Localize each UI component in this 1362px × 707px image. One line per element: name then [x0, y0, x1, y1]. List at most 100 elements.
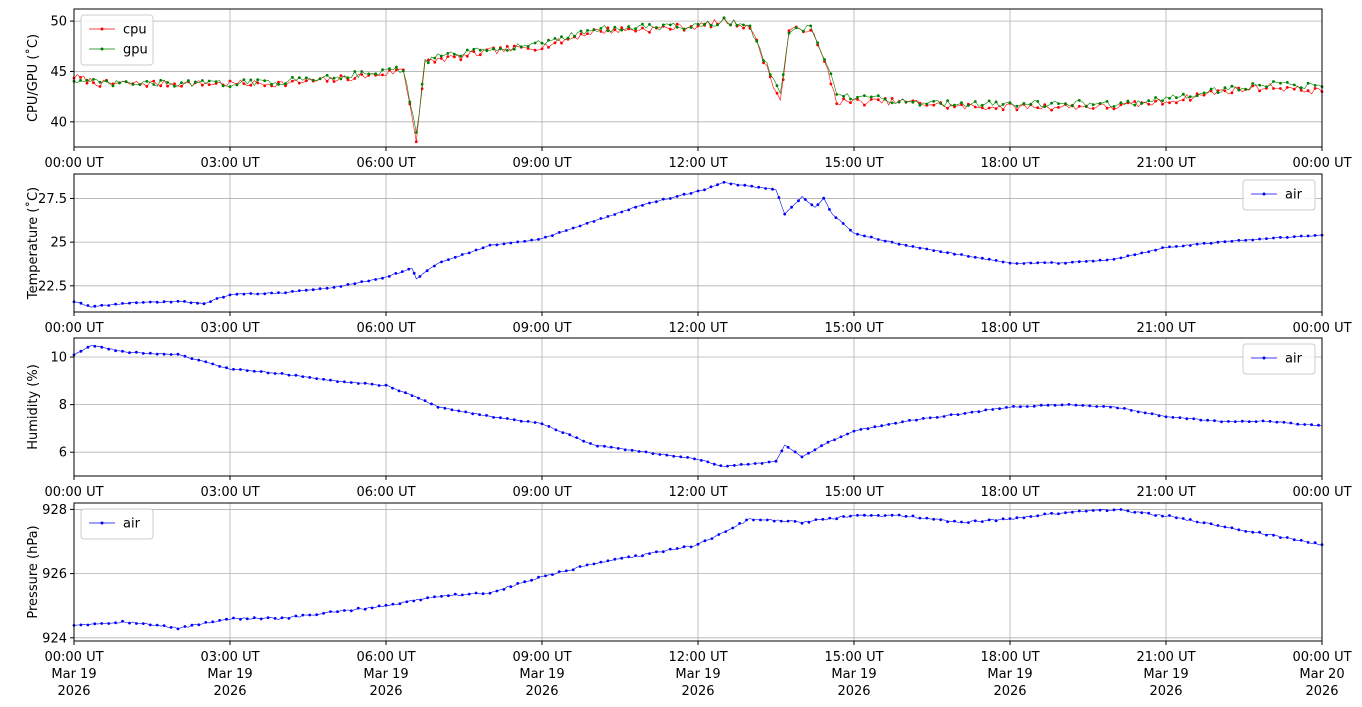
data-point	[1116, 406, 1119, 410]
data-point	[648, 30, 651, 34]
data-point	[1206, 418, 1209, 422]
data-point	[169, 626, 173, 629]
data-point	[675, 547, 679, 550]
data-point	[218, 619, 222, 622]
data-point	[79, 623, 83, 627]
data-point	[1147, 511, 1151, 515]
data-point	[760, 462, 764, 465]
data-point	[1112, 257, 1116, 261]
data-point	[939, 102, 943, 105]
data-point	[918, 516, 922, 520]
data-point	[1168, 96, 1171, 100]
data-point	[946, 251, 949, 255]
data-point	[512, 418, 516, 422]
data-point	[689, 26, 693, 29]
data-point	[472, 47, 476, 51]
data-point	[356, 606, 360, 610]
data-point	[918, 101, 922, 105]
data-point	[121, 349, 124, 353]
data-point	[412, 599, 416, 603]
data-point	[849, 514, 852, 518]
data-point	[395, 65, 398, 69]
x-tick-label: 15:00 UT	[824, 321, 883, 336]
data-point	[228, 79, 232, 83]
data-point	[1247, 420, 1251, 423]
data-point	[925, 102, 929, 106]
data-point	[381, 68, 384, 72]
data-point	[1272, 80, 1275, 83]
data-point	[1168, 101, 1171, 105]
data-point	[162, 300, 166, 304]
data-point	[547, 46, 550, 49]
data-point	[465, 54, 469, 58]
data-point	[318, 287, 322, 291]
data-point	[495, 589, 499, 593]
data-point	[407, 267, 411, 271]
data-point	[1036, 261, 1040, 265]
data-point	[221, 84, 225, 88]
data-point	[883, 239, 887, 243]
data-point	[890, 97, 894, 100]
data-point	[869, 514, 873, 517]
data-point	[606, 559, 610, 563]
data-point	[603, 444, 606, 448]
data-point	[557, 570, 561, 573]
data-point	[544, 574, 547, 578]
data-point	[644, 450, 648, 454]
data-point	[675, 195, 679, 198]
data-point	[180, 84, 183, 88]
data-point	[661, 550, 665, 554]
data-point	[1001, 517, 1005, 521]
data-point	[459, 58, 463, 62]
x-tick-label: 06:00 UT Mar 19 2026	[356, 650, 415, 699]
data-point	[835, 102, 839, 105]
data-point	[661, 197, 665, 201]
data-point	[742, 23, 745, 27]
data-point	[162, 624, 166, 627]
data-point	[270, 291, 273, 295]
data-point	[1258, 83, 1261, 87]
data-point	[196, 301, 199, 305]
x-tick-label: 21:00 UT Mar 19 2026	[1136, 650, 1195, 699]
data-point	[412, 271, 416, 275]
data-point	[897, 242, 901, 246]
series-line-gpu	[73, 17, 1323, 133]
data-point	[92, 81, 95, 85]
data-point	[162, 352, 166, 356]
data-point	[509, 241, 513, 245]
data-point	[842, 97, 845, 101]
data-point	[1091, 509, 1095, 512]
data-point	[1043, 105, 1047, 108]
data-point	[1098, 508, 1102, 512]
data-point	[742, 26, 745, 30]
data-point	[783, 212, 787, 216]
data-point	[526, 420, 530, 423]
data-point	[960, 103, 963, 106]
data-point	[1216, 91, 1220, 94]
data-point	[1140, 102, 1144, 105]
data-point	[467, 592, 471, 596]
data-point	[332, 76, 336, 80]
data-point	[533, 421, 537, 424]
data-point	[1077, 99, 1081, 102]
data-point	[349, 609, 353, 613]
chart-panel: 924 926 928 00:00 UT Mar 19 2026 03:00 UT Mar 1…	[26, 502, 1352, 699]
data-point	[1171, 416, 1175, 419]
data-point	[904, 514, 908, 518]
data-point	[1195, 520, 1199, 524]
series-line-cpu	[73, 17, 1323, 142]
data-point	[478, 48, 482, 52]
data-point	[987, 106, 991, 110]
data-point	[1237, 528, 1241, 532]
data-point	[609, 445, 613, 449]
y-tick-label: 40	[50, 115, 67, 130]
data-point	[918, 103, 922, 107]
x-tick-label: 03:00 UT	[200, 156, 259, 171]
y-tick-label: 25	[50, 236, 67, 251]
data-point	[1057, 102, 1060, 105]
data-point	[1008, 261, 1012, 265]
data-point	[731, 526, 735, 530]
data-point	[869, 95, 873, 99]
data-point	[495, 243, 499, 247]
data-point	[1199, 418, 1203, 422]
